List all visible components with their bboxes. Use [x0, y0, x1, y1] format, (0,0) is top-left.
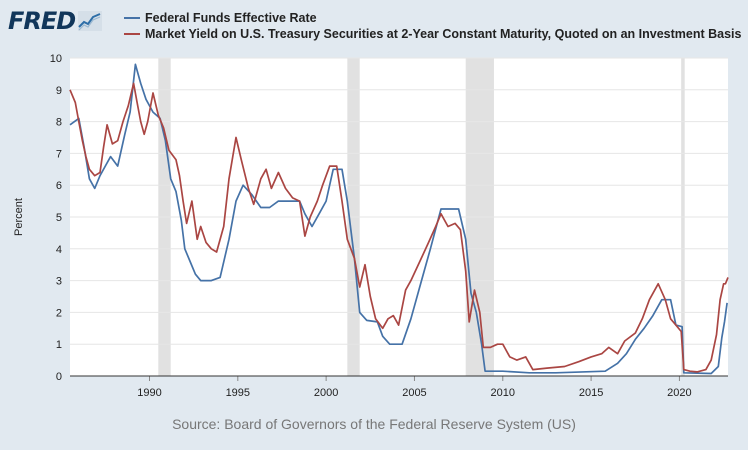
y-tick-label-9: 9 [56, 85, 62, 97]
x-tick-label-1990: 1990 [137, 387, 161, 399]
y-tick-label-6: 6 [56, 180, 62, 192]
x-tick-label-2000: 2000 [314, 387, 338, 399]
series-line-0 [69, 63, 728, 375]
legend-swatch-treasury-2y [124, 33, 140, 35]
source-note: Source: Board of Governors of the Federa… [172, 416, 576, 432]
series-line-1 [69, 82, 729, 373]
x-tick-label-2005: 2005 [402, 387, 426, 399]
y-tick-label-10: 10 [50, 53, 62, 65]
y-tick-label-1: 1 [56, 339, 62, 351]
y-tick-label-0: 0 [56, 371, 62, 383]
y-tick-label-2: 2 [56, 307, 62, 319]
y-tick-label-7: 7 [56, 148, 62, 160]
fred-logo-text: FRED [8, 7, 76, 35]
fred-logo: FRED [8, 7, 103, 35]
x-tick-label-2010: 2010 [491, 387, 515, 399]
trend-line-icon [78, 11, 103, 31]
y-axis-label: Percent [13, 198, 25, 236]
x-tick-label-2015: 2015 [579, 387, 603, 399]
legend-item-treasury-2y[interactable]: Market Yield on U.S. Treasury Securities… [124, 26, 741, 42]
y-tick-label-3: 3 [56, 276, 62, 288]
y-tick-label-8: 8 [56, 117, 62, 129]
y-tick-label-4: 4 [56, 244, 62, 256]
chart-legend: Federal Funds Effective Rate Market Yiel… [124, 10, 741, 42]
x-tick-label-2020: 2020 [667, 387, 691, 399]
legend-item-fed-funds[interactable]: Federal Funds Effective Rate [124, 10, 741, 26]
y-tick-label-5: 5 [56, 212, 62, 224]
legend-label-fed-funds: Federal Funds Effective Rate [145, 11, 317, 25]
x-tick-label-1995: 1995 [226, 387, 250, 399]
legend-label-treasury-2y: Market Yield on U.S. Treasury Securities… [145, 27, 742, 41]
legend-swatch-fed-funds [124, 17, 140, 19]
